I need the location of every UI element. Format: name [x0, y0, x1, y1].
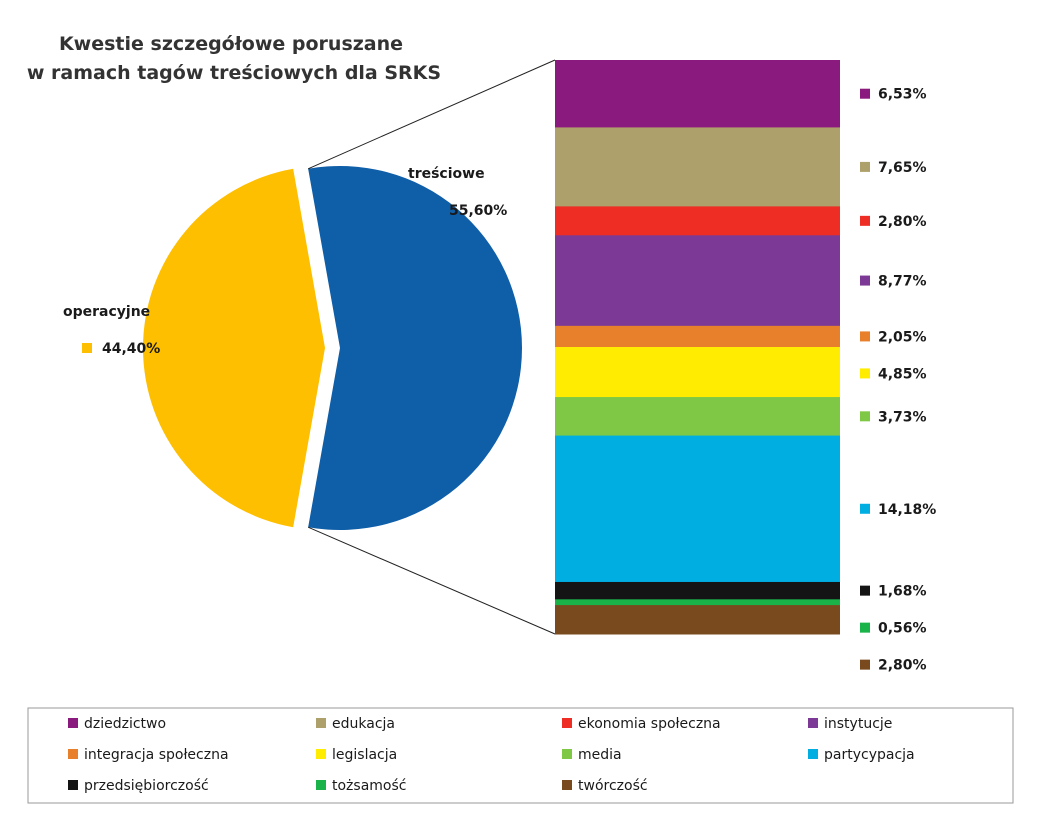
pie-slice-operacyjne [142, 168, 325, 528]
legend-item-media: media [578, 747, 622, 763]
bar-label-marker-legislacja [860, 368, 870, 379]
legend-swatch-przedsiebiorczosc [68, 780, 78, 790]
bar-segment-instytucje [555, 235, 840, 327]
bar-segment-legislacja [555, 347, 840, 398]
bar-label-marker-edukacja [860, 161, 870, 172]
legend-swatch-tozsamosc [316, 780, 326, 790]
bar-label-marker-dziedzictwo [860, 88, 870, 99]
bar-segment-integracja-spoleczna [555, 325, 840, 348]
bar-label-przedsiebiorczosc: 1,68% [878, 584, 927, 600]
legend-item-ekonomia-spoleczna: ekonomia społeczna [578, 716, 721, 732]
bar-segment-ekonomia-spoleczna [555, 206, 840, 236]
bar-label-marker-partycypacja [860, 503, 870, 514]
bar-segment-przedsiebiorczosc [555, 581, 840, 600]
bar-label-marker-integracja-spoleczna [860, 331, 870, 342]
pie-value-marker-operacyjne [82, 343, 92, 353]
pie-value-operacyjne: 44,40% [102, 341, 160, 357]
pie-slice-tresciowe [308, 166, 522, 531]
bar-label-ekonomia-spoleczna: 2,80% [878, 214, 927, 230]
bar-segment-edukacja [555, 127, 840, 207]
legend-item-edukacja: edukacja [332, 716, 395, 732]
legend-swatch-integracja-spoleczna [68, 749, 78, 759]
bar-segment-partycypacja [555, 435, 840, 583]
bar-label-media: 3,73% [878, 409, 927, 425]
legend-item-przedsiebiorczosc: przedsiębiorczość [84, 778, 209, 794]
connector-line-top [307, 59, 556, 170]
bar-label-marker-tworczosc [860, 659, 870, 670]
legend-swatch-edukacja [316, 718, 326, 728]
legend-swatch-dziedzictwo [68, 718, 78, 728]
bar-label-legislacja: 4,85% [878, 366, 927, 382]
bar-label-tworczosc: 2,80% [878, 658, 927, 674]
legend-item-tworczosc: twórczość [578, 778, 648, 794]
pie-label-tresciowe: treściowe [408, 166, 485, 182]
legend-swatch-partycypacja [808, 749, 818, 759]
legend-box [27, 707, 1014, 804]
bar-label-partycypacja: 14,18% [878, 502, 936, 518]
legend-item-legislacja: legislacja [332, 747, 397, 763]
legend-item-dziedzictwo: dziedzictwo [84, 716, 166, 732]
bar-label-edukacja: 7,65% [878, 160, 927, 176]
bar-segment-media [555, 397, 840, 437]
legend-swatch-tworczosc [562, 780, 572, 790]
bar-label-marker-ekonomia-spoleczna [860, 215, 870, 226]
pie-value-tresciowe: 55,60% [449, 203, 507, 219]
legend-swatch-media [562, 749, 572, 759]
legend-swatch-legislacja [316, 749, 326, 759]
bar-label-instytucje: 8,77% [878, 274, 927, 290]
connector-line-bottom [307, 526, 556, 635]
bar-label-dziedzictwo: 6,53% [878, 87, 927, 103]
chart-title-line-1: Kwestie szczegółowe poruszane [59, 33, 403, 55]
bar-segment-tozsamosc [555, 599, 840, 606]
bar-label-marker-przedsiebiorczosc [860, 585, 870, 596]
bar-label-marker-media [860, 411, 870, 422]
legend-swatch-ekonomia-spoleczna [562, 718, 572, 728]
chart-title-line-2: w ramach tagów treściowych dla SRKS [27, 62, 441, 84]
legend-item-partycypacja: partycypacja [824, 747, 915, 763]
legend-item-integracja-spoleczna: integracja społeczna [84, 747, 229, 763]
legend-item-tozsamosc: tożsamość [332, 778, 406, 794]
bar-label-marker-instytucje [860, 275, 870, 286]
bar-label-integracja-spoleczna: 2,05% [878, 329, 927, 345]
bar-label-marker-tozsamosc [860, 622, 870, 633]
bar-segment-tworczosc [555, 605, 840, 635]
pie-label-operacyjne: operacyjne [63, 304, 150, 320]
bar-segment-dziedzictwo [555, 60, 840, 128]
legend-item-instytucje: instytucje [824, 716, 892, 732]
bar-label-tozsamosc: 0,56% [878, 621, 927, 637]
pie-value-marker-tresciowe [433, 205, 443, 215]
legend-swatch-instytucje [808, 718, 818, 728]
